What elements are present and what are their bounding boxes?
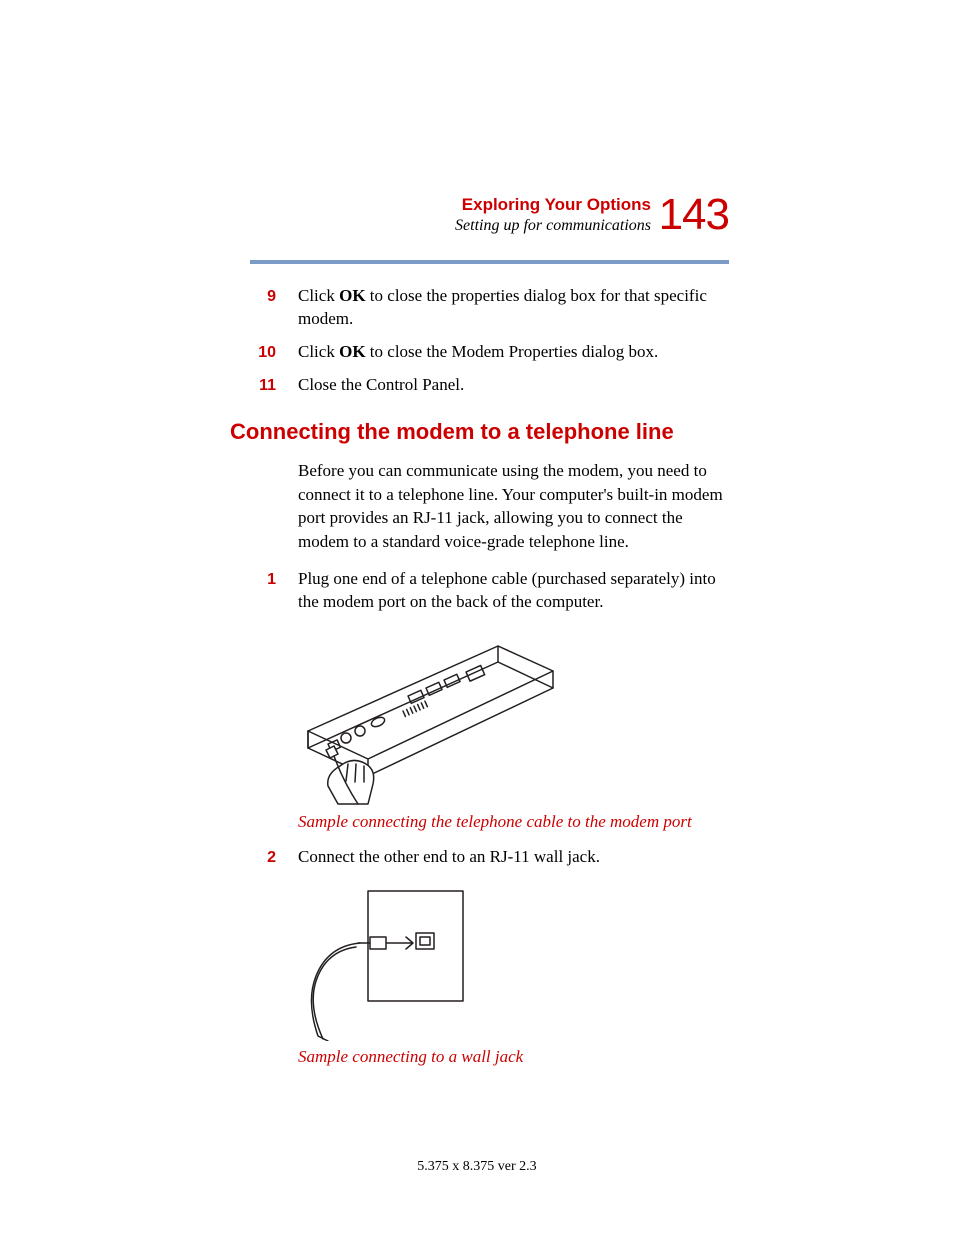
chapter-title: Exploring Your Options (250, 195, 651, 215)
text-run: Close the Control Panel. (298, 375, 464, 394)
text-run: to close the Modem Properties dialog box… (366, 342, 659, 361)
wall-jack-illustration-icon (298, 881, 478, 1041)
step-item: 2 Connect the other end to an RJ-11 wall… (230, 846, 729, 869)
section-subtitle: Setting up for communications (250, 217, 651, 235)
step-text: Connect the other end to an RJ-11 wall j… (298, 846, 729, 869)
step-number: 11 (230, 374, 298, 397)
step-number: 1 (230, 568, 298, 614)
step-text: Plug one end of a telephone cable (purch… (298, 568, 729, 614)
text-run: Click (298, 286, 339, 305)
figure-caption: Sample connecting to a wall jack (298, 1047, 729, 1067)
step-text: Click OK to close the Modem Properties d… (298, 341, 729, 364)
step-item: 9 Click OK to close the properties dialo… (230, 285, 729, 331)
bold-run: OK (339, 342, 365, 361)
document-page: Exploring Your Options Setting up for co… (0, 0, 954, 1235)
step-number: 10 (230, 341, 298, 364)
step-item: 11 Close the Control Panel. (230, 374, 729, 397)
figure-modem-port (298, 626, 729, 806)
bold-run: OK (339, 286, 365, 305)
page-content: 9 Click OK to close the properties dialo… (230, 285, 729, 1081)
text-run: Click (298, 342, 339, 361)
page-header: Exploring Your Options Setting up for co… (250, 195, 729, 235)
step-number: 2 (230, 846, 298, 869)
section-heading: Connecting the modem to a telephone line (230, 419, 729, 445)
step-number: 9 (230, 285, 298, 331)
page-footer: 5.375 x 8.375 ver 2.3 (0, 1159, 954, 1175)
step-item: 10 Click OK to close the Modem Propertie… (230, 341, 729, 364)
page-number: 143 (659, 190, 729, 240)
step-item: 1 Plug one end of a telephone cable (pur… (230, 568, 729, 614)
step-text: Close the Control Panel. (298, 374, 729, 397)
figure-wall-jack (298, 881, 729, 1041)
figure-caption: Sample connecting the telephone cable to… (298, 812, 729, 832)
step-text: Click OK to close the properties dialog … (298, 285, 729, 331)
body-paragraph: Before you can communicate using the mod… (298, 459, 729, 554)
header-divider (250, 260, 729, 264)
laptop-cable-illustration-icon (298, 626, 558, 806)
